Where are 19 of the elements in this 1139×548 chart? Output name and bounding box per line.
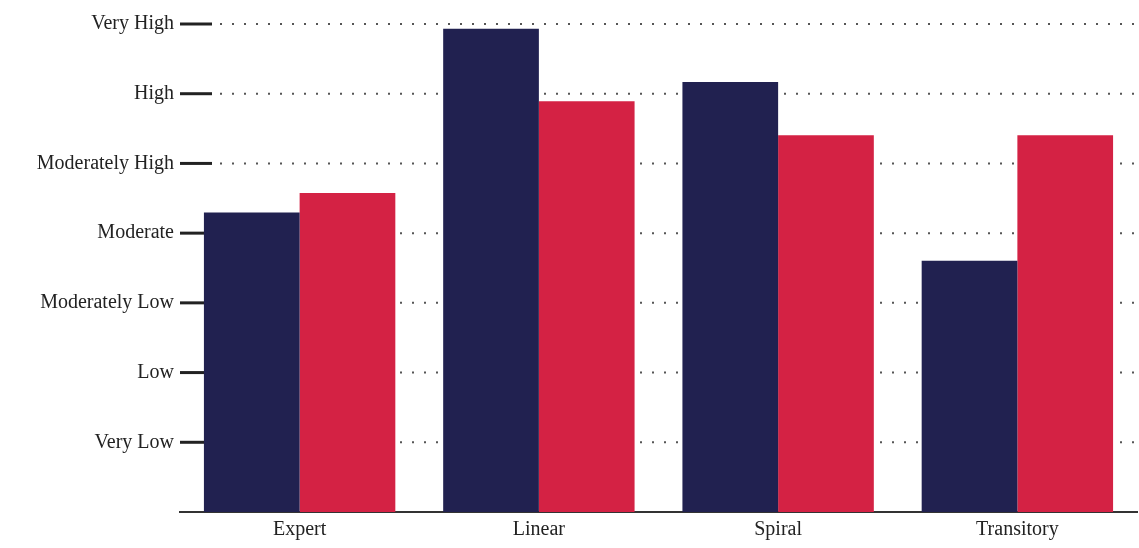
bar [299, 193, 396, 512]
text: Moderate [97, 220, 175, 243]
text: Low [137, 359, 175, 382]
x-tick-label: Transitory [976, 517, 1059, 541]
bar [778, 135, 874, 512]
x-tick-label: Expert [272, 517, 327, 541]
text: Very Low [94, 429, 175, 453]
text: Moderately High [36, 150, 174, 174]
x-tick-label: Spiral [754, 517, 803, 541]
bar [443, 28, 539, 512]
bar [203, 212, 300, 512]
x-tick-label: Linear [512, 517, 566, 540]
bar [682, 81, 779, 512]
bar [1017, 135, 1114, 512]
text: High [134, 80, 174, 104]
bar [538, 101, 635, 512]
bar [921, 260, 1018, 512]
text: Very High [91, 11, 174, 35]
text: Moderately Low [40, 290, 175, 314]
